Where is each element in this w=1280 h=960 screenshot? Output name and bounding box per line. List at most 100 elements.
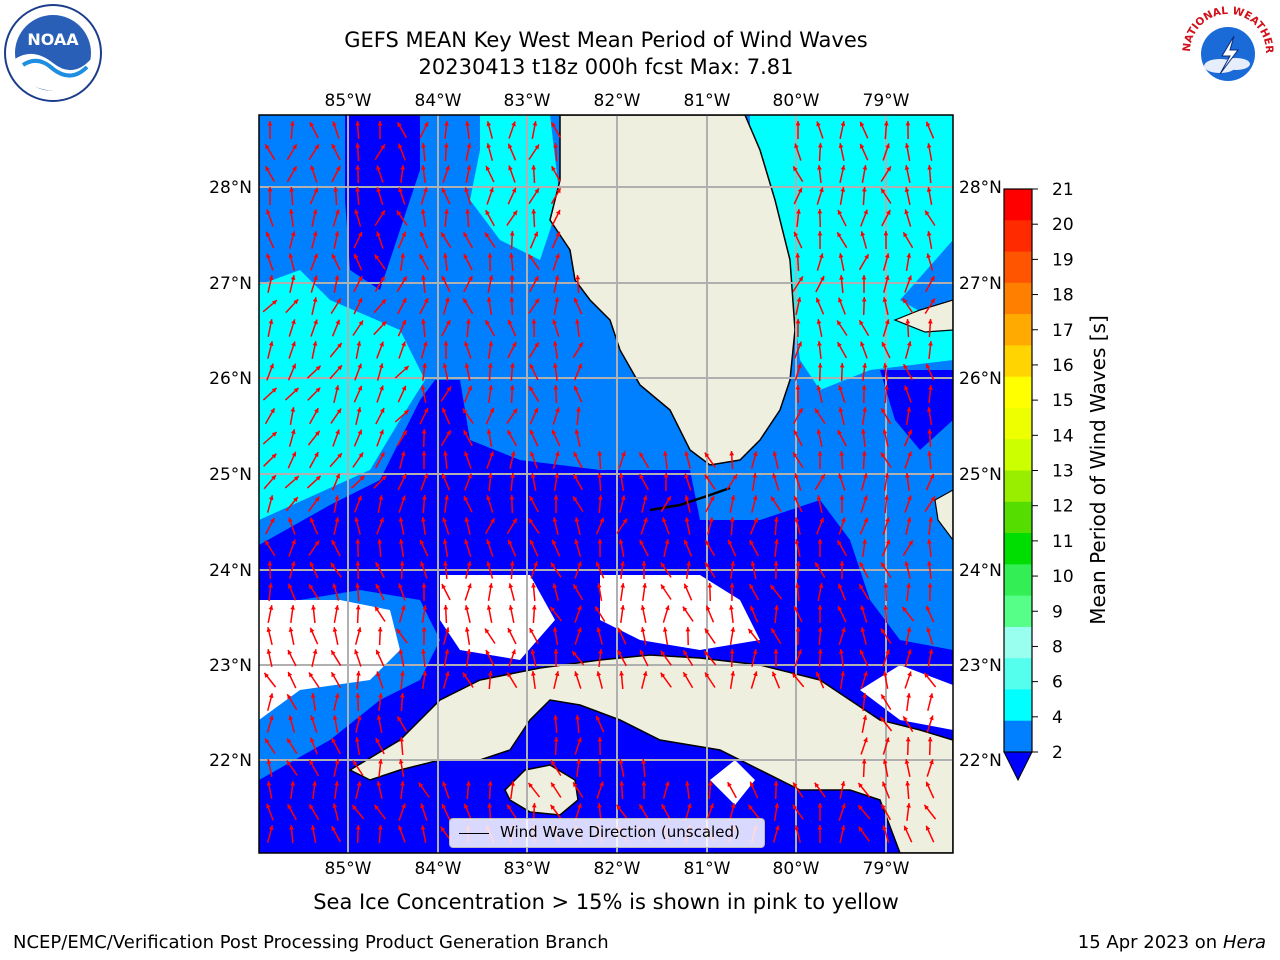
wave-arrowhead: [907, 495, 912, 501]
wave-arrowhead: [797, 341, 802, 347]
wave-arrowhead: [400, 781, 405, 786]
wave-arrowhead: [508, 539, 513, 545]
andros-land: [934, 489, 953, 541]
wave-arrowhead: [444, 209, 449, 214]
wave-arrowhead: [555, 231, 561, 237]
wave-arrowhead: [907, 451, 912, 457]
wave-arrowhead: [884, 473, 890, 478]
wave-arrowhead: [463, 496, 469, 501]
wave-arrowhead: [290, 561, 296, 567]
wave-arrowhead: [924, 673, 929, 678]
wave-arrowhead: [707, 781, 713, 786]
lon-label-top: 79°W: [863, 91, 910, 111]
wave-arrowhead: [730, 561, 736, 566]
wave-arrowhead: [620, 583, 625, 588]
wave-arrowhead: [529, 386, 534, 392]
wave-arrowhead: [420, 209, 426, 214]
wave-arrowhead: [772, 451, 778, 456]
wave-arrowhead: [553, 649, 559, 654]
wave-arrowhead: [817, 341, 822, 346]
wave-arrowhead: [616, 804, 622, 810]
wave-arrowhead: [356, 671, 361, 676]
wave-arrowhead: [269, 715, 274, 721]
wave-arrowhead: [793, 452, 798, 458]
wave-arrowhead: [817, 209, 823, 214]
wave-arrowhead: [575, 319, 580, 324]
wave-arrowhead: [859, 121, 865, 127]
wave-arrowhead: [928, 693, 934, 699]
wave-arrowhead: [578, 342, 583, 348]
wave-arrowhead: [400, 253, 406, 258]
colorbar-segment: [1004, 189, 1032, 221]
wave-arrowhead: [841, 627, 846, 633]
nws-logo: NATIONAL WEATHER SERVICE: [1178, 0, 1275, 97]
wave-arrowhead: [749, 584, 754, 590]
wave-arrowhead: [356, 341, 362, 346]
lat-label-left: 23°N: [209, 656, 252, 676]
wave-arrowhead: [442, 781, 447, 787]
lon-label-top: 85°W: [325, 91, 372, 111]
wave-arrowhead: [573, 496, 578, 502]
wave-arrowhead: [906, 627, 912, 632]
wave-arrowhead: [271, 387, 277, 393]
wave-arrowhead: [928, 649, 934, 654]
wave-arrowhead: [442, 407, 447, 413]
wave-arrowhead: [687, 803, 692, 809]
wave-arrowhead: [641, 561, 647, 566]
nodata-diamond: [710, 760, 755, 805]
wave-arrowhead: [444, 121, 449, 126]
wave-arrowhead: [444, 495, 449, 500]
wave-arrowhead: [315, 365, 321, 371]
wave-arrowhead: [660, 562, 666, 568]
wave-arrowhead: [927, 319, 933, 324]
wave-arrowhead: [752, 473, 758, 478]
wave-arrowhead: [884, 495, 889, 500]
wave-arrowhead: [597, 539, 603, 544]
wave-arrowhead: [378, 495, 384, 500]
wave-arrowhead: [442, 473, 447, 479]
wave-arrowhead: [817, 451, 823, 456]
wave-arrowhead: [926, 121, 931, 127]
wave-arrowhead: [512, 210, 518, 216]
wave-arrowhead: [774, 539, 779, 544]
wave-arrowhead: [772, 671, 777, 677]
wave-arrowhead: [926, 627, 931, 633]
wave-arrowhead: [265, 738, 270, 744]
wave-arrowhead: [574, 671, 579, 677]
wave-arrowhead: [441, 232, 446, 238]
colorbar-label: Mean Period of Wind Waves [s]: [1086, 315, 1110, 625]
footer-host: Hera: [1222, 932, 1266, 953]
wave-arrowhead: [685, 781, 690, 786]
wave-arrowhead: [729, 583, 735, 588]
wave-arrowhead: [858, 826, 864, 832]
wave-arrowhead: [334, 231, 340, 236]
wave-arrowhead: [511, 121, 516, 127]
wave-arrowhead: [313, 187, 318, 193]
wave-arrowhead: [930, 496, 935, 502]
wave-arrowhead: [771, 628, 776, 634]
wave-arrowhead: [928, 385, 933, 390]
wave-arrowhead: [753, 671, 758, 677]
wave-arrowhead: [357, 297, 363, 303]
wave-arrowhead: [883, 605, 889, 610]
wave-arrowhead: [928, 517, 933, 522]
wave-arrowhead: [773, 649, 779, 654]
wave-arrowhead: [421, 517, 426, 522]
wave-arrowhead: [774, 605, 779, 610]
wave-arrowhead: [621, 451, 626, 457]
wave-arrowhead: [794, 825, 800, 831]
wave-arrowhead: [595, 561, 601, 567]
wave-arrowhead: [863, 737, 868, 743]
wave-arrowhead: [444, 649, 450, 654]
wave-arrowhead: [577, 737, 582, 743]
wave-arrowhead: [750, 605, 755, 611]
wave-arrowhead: [509, 385, 515, 390]
colorbar-segment: [1004, 564, 1032, 597]
wave-arrowhead: [292, 144, 297, 150]
wave-arrowhead: [793, 231, 799, 237]
lon-label-bottom: 79°W: [863, 859, 910, 879]
wave-arrowhead: [926, 143, 932, 148]
wave-arrowhead: [885, 143, 890, 149]
wave-arrowhead: [512, 518, 517, 524]
wave-arrowhead: [534, 144, 539, 150]
